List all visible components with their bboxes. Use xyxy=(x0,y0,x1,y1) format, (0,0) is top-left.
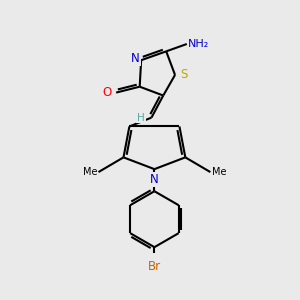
Text: H: H xyxy=(137,112,145,123)
Text: Br: Br xyxy=(148,260,161,273)
Text: N: N xyxy=(131,52,140,65)
Text: N: N xyxy=(150,173,159,186)
Text: S: S xyxy=(180,68,188,81)
Text: Me: Me xyxy=(82,167,97,177)
Text: Me: Me xyxy=(212,167,226,177)
Text: O: O xyxy=(103,86,112,99)
Text: NH₂: NH₂ xyxy=(188,39,209,49)
